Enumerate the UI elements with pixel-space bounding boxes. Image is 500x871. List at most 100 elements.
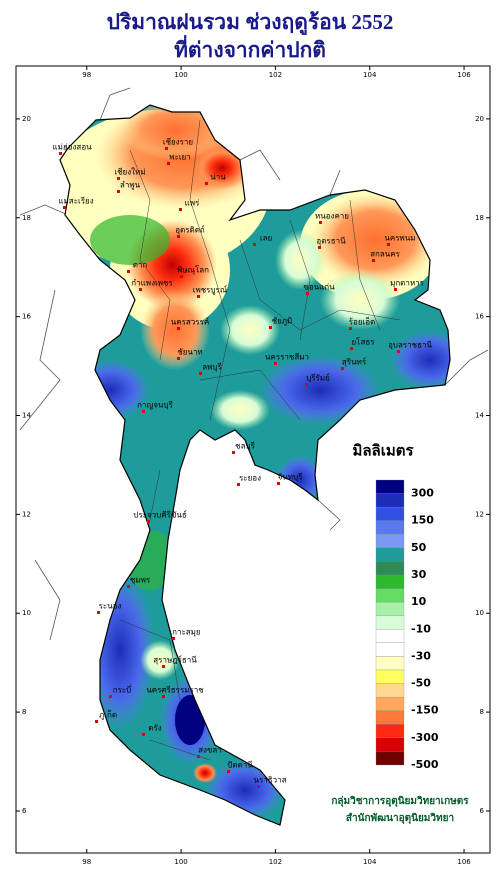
station-marker xyxy=(341,367,344,370)
x-tick-label: 100 xyxy=(174,71,187,79)
place-label: ประจวบคีรีขันธ์ xyxy=(133,510,187,520)
x-tick-label: 104 xyxy=(363,71,377,79)
station-marker xyxy=(177,327,180,330)
station-marker xyxy=(205,182,208,185)
station-marker xyxy=(142,410,145,413)
legend-label: -150 xyxy=(411,704,439,717)
y-tick-label: 18 xyxy=(22,214,31,222)
x-tick-label: 106 xyxy=(457,858,471,866)
place-label: ยโสธร xyxy=(351,337,375,347)
legend-swatch xyxy=(375,737,405,752)
y-tick-label: 16 xyxy=(22,313,31,321)
place-label: พะเยา xyxy=(169,153,190,162)
station-marker xyxy=(127,270,130,273)
legend-label: 300 xyxy=(411,487,434,500)
station-marker xyxy=(318,246,321,249)
place-label: อุบลราชธานี xyxy=(388,341,432,350)
x-tick-label: 102 xyxy=(269,858,282,866)
station-marker xyxy=(227,770,230,773)
title: ปริมาณฝนรวม ช่วงฤดูร้อน 2552 xyxy=(107,10,394,36)
station-marker xyxy=(253,243,256,246)
place-label: เชียงราย xyxy=(163,138,193,147)
place-label: นราธิวาส xyxy=(253,776,286,785)
y-tick-label: 10 xyxy=(475,609,484,617)
place-label: ร้อยเอ็ด xyxy=(349,317,376,327)
legend-title: มิลลิเมตร xyxy=(352,442,414,460)
place-label: พิษณุโลก xyxy=(177,265,209,275)
station-marker xyxy=(306,292,309,295)
place-label: ชุมพร xyxy=(130,576,151,585)
legend: 300 150 50 30 10 -10 -30 -50 -150 -300 -500 xyxy=(375,479,439,771)
station-marker xyxy=(177,357,180,360)
station-marker xyxy=(197,295,200,298)
station-marker xyxy=(127,585,130,588)
legend-swatch xyxy=(375,574,405,589)
y-tick-label: 12 xyxy=(475,510,484,518)
station-marker xyxy=(167,162,170,165)
legend-label: -10 xyxy=(411,622,431,635)
credit-line: สำนักพัฒนาอุตุนิยมวิทยา xyxy=(346,812,454,824)
place-label: เพชรบูรณ์ xyxy=(193,285,228,296)
station-marker xyxy=(139,288,142,291)
x-tick-label: 100 xyxy=(174,858,187,866)
y-tick-label: 12 xyxy=(22,510,31,518)
place-label: มุกดาหาร xyxy=(390,279,425,288)
legend-swatch xyxy=(375,710,405,725)
y-tick-label: 18 xyxy=(475,214,484,222)
place-label: ชลบุรี xyxy=(235,442,255,451)
x-tick-label: 106 xyxy=(457,71,471,79)
legend-label: 10 xyxy=(411,595,427,608)
station-marker xyxy=(162,665,165,668)
y-tick-label: 10 xyxy=(22,609,31,617)
y-tick-label: 16 xyxy=(475,313,484,321)
legend-swatch xyxy=(375,520,405,535)
thailand-border xyxy=(59,104,451,826)
station-marker xyxy=(95,720,98,723)
credit-line: กลุ่มวิชาการอุตุนิยมวิทยาเกษตร xyxy=(331,795,469,807)
place-label: สกลนคร xyxy=(370,250,400,259)
legend-swatch xyxy=(375,615,405,630)
place-label: ภูเก็ต xyxy=(99,710,117,721)
x-tick-label: 104 xyxy=(363,858,377,866)
station-marker xyxy=(109,695,112,698)
station-marker xyxy=(319,221,322,224)
station-marker xyxy=(180,275,183,278)
station-marker xyxy=(350,347,353,350)
y-tick-label: 8 xyxy=(480,708,484,716)
legend-label: 30 xyxy=(411,568,427,581)
station-marker xyxy=(257,785,260,788)
legend-swatch xyxy=(375,656,405,671)
place-label: ตาก xyxy=(133,261,148,270)
legend-swatch xyxy=(375,534,405,549)
station-marker xyxy=(305,383,308,386)
place-label: น่าน xyxy=(210,173,226,182)
place-label: แม่ฮ่องสอน xyxy=(52,143,92,152)
y-tick-label: 20 xyxy=(22,115,31,123)
x-tick-label: 98 xyxy=(82,858,91,866)
legend-label: 150 xyxy=(411,514,434,527)
station-marker xyxy=(349,327,352,330)
legend-label: 50 xyxy=(411,541,427,554)
place-label: แม่สะเรียง xyxy=(58,197,93,206)
place-label: แพร่ xyxy=(185,199,200,208)
map-frame xyxy=(15,65,491,854)
y-tick-label: 6 xyxy=(22,807,27,815)
place-label: นครราชสีมา xyxy=(265,353,309,362)
place-label: เชียงใหม่ xyxy=(114,168,145,177)
station-marker xyxy=(177,235,180,238)
station-marker xyxy=(269,326,272,329)
legend-swatch xyxy=(375,724,405,739)
subtitle: ที่ต่างจากค่าปกติ xyxy=(174,34,326,62)
place-label: ปัตตานี xyxy=(227,761,253,770)
place-label: ลำพูน xyxy=(120,181,141,191)
legend-label: -500 xyxy=(411,758,439,771)
place-label: ลพบุรี xyxy=(202,363,222,372)
station-marker xyxy=(162,695,165,698)
legend-swatch xyxy=(375,506,405,521)
province-borders xyxy=(119,119,401,761)
station-marker xyxy=(63,206,66,209)
legend-swatch xyxy=(375,642,405,657)
legend-swatch xyxy=(375,629,405,644)
